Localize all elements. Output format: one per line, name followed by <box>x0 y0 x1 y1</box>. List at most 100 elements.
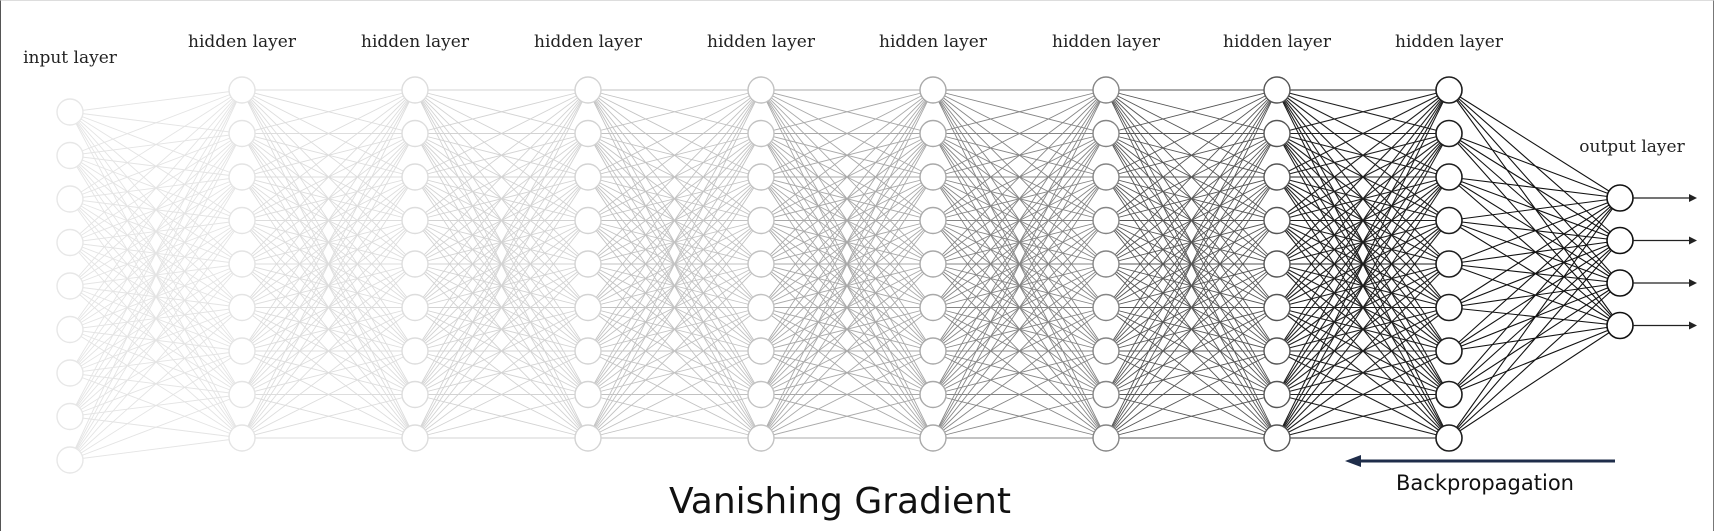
hidden-node <box>574 76 602 104</box>
hidden-node <box>1092 424 1120 452</box>
connection-edge <box>587 89 762 308</box>
connection-edge <box>1276 307 1450 439</box>
hidden-node <box>1263 424 1291 452</box>
connection-edge <box>1276 89 1450 221</box>
connection-edge <box>1448 197 1621 395</box>
connection-edge <box>1105 350 1278 439</box>
connection-edge <box>69 176 243 461</box>
connection-edge <box>1276 89 1450 178</box>
hidden-node <box>1263 337 1291 365</box>
hidden-node <box>401 424 429 452</box>
input-node <box>56 359 84 387</box>
hidden-node <box>1092 119 1120 148</box>
connection-edge <box>587 394 762 439</box>
connection-edge <box>69 89 243 374</box>
connection-edge <box>587 307 762 439</box>
connection-edge <box>69 133 243 461</box>
hidden-node <box>1435 380 1463 409</box>
connection-edge <box>241 89 416 134</box>
connection-edge <box>69 220 243 461</box>
input-node <box>56 446 84 474</box>
hidden-node <box>574 337 602 365</box>
connection-edge <box>1276 89 1450 352</box>
input-node <box>56 185 84 213</box>
hidden-node <box>401 163 429 191</box>
diagram-title: Vanishing Gradient <box>669 481 1011 522</box>
connection-edge <box>932 89 1107 134</box>
input-node <box>56 228 84 257</box>
hidden-node <box>1092 163 1120 191</box>
connection-edge <box>69 89 243 330</box>
hidden-node <box>1263 163 1291 191</box>
hidden-node <box>401 250 429 278</box>
output-arrowhead <box>1689 279 1697 287</box>
connection-edge <box>69 437 243 461</box>
connection-edge <box>1105 89 1278 395</box>
connection-edge <box>241 89 416 439</box>
hidden-layer-label: hidden layer <box>1395 32 1504 52</box>
output-arrowhead <box>1689 236 1697 245</box>
connection-edge <box>241 89 416 352</box>
backpropagation-label: Backpropagation <box>1396 471 1574 495</box>
connection-edge <box>760 394 934 439</box>
connection-edge <box>1276 350 1450 439</box>
hidden-node <box>919 119 947 148</box>
hidden-node <box>1092 337 1120 365</box>
connection-edge <box>760 89 934 308</box>
connection-edge <box>1276 393 1450 439</box>
hidden-node <box>1263 119 1291 148</box>
connection-edge <box>1448 176 1621 199</box>
connection-edge <box>241 263 416 439</box>
hidden-node <box>228 380 256 409</box>
hidden-node <box>574 250 602 278</box>
hidden-node <box>1435 250 1463 278</box>
hidden-node <box>228 163 256 191</box>
connection-edge <box>587 133 762 439</box>
connection-edge <box>932 133 1107 439</box>
hidden-node <box>228 337 256 365</box>
hidden-node <box>919 337 947 365</box>
connection-edge <box>241 176 416 439</box>
hidden-node <box>401 206 429 235</box>
hidden-node <box>1435 293 1463 322</box>
connection-edge <box>1276 89 1450 135</box>
hidden-node <box>1092 293 1120 322</box>
connection-edge <box>932 89 1107 395</box>
connection-edge <box>1105 89 1278 439</box>
connection-edge <box>1105 89 1278 308</box>
connection-edge <box>1105 307 1278 439</box>
connection-edge <box>241 89 416 395</box>
connection-edge <box>241 307 416 439</box>
hidden-node <box>228 293 256 322</box>
connection-edge <box>69 89 243 461</box>
connection-edge <box>241 89 416 265</box>
hidden-node <box>401 293 429 322</box>
layer-labels: input layer hidden layer hidden layer hidde… <box>23 32 1686 157</box>
connection-edge <box>1105 394 1278 439</box>
connection-edge <box>1276 176 1450 439</box>
hidden-node <box>401 380 429 409</box>
connection-edge <box>1276 89 1450 439</box>
connection-edge <box>1448 240 1621 439</box>
connection-edge <box>414 89 589 221</box>
connection-edge <box>1105 220 1278 439</box>
connection-edge <box>1448 325 1621 439</box>
connection-edge <box>69 89 243 156</box>
hidden-node <box>919 380 947 409</box>
connection-edge <box>587 89 762 134</box>
neuron-nodes <box>56 76 1634 474</box>
connection-edge <box>932 89 1107 221</box>
connection-edge <box>414 133 589 439</box>
connection-edge <box>241 133 416 439</box>
connection-edge <box>69 89 243 417</box>
connection-edge <box>760 176 934 439</box>
hidden-node <box>574 163 602 191</box>
connection-edge <box>760 89 934 395</box>
connection-edge <box>414 89 589 395</box>
connection-edge <box>932 350 1107 439</box>
connection-edge <box>69 89 243 113</box>
connection-edge <box>587 89 762 352</box>
hidden-node <box>574 424 602 452</box>
connection-edge <box>1276 89 1450 265</box>
hidden-node <box>574 206 602 235</box>
